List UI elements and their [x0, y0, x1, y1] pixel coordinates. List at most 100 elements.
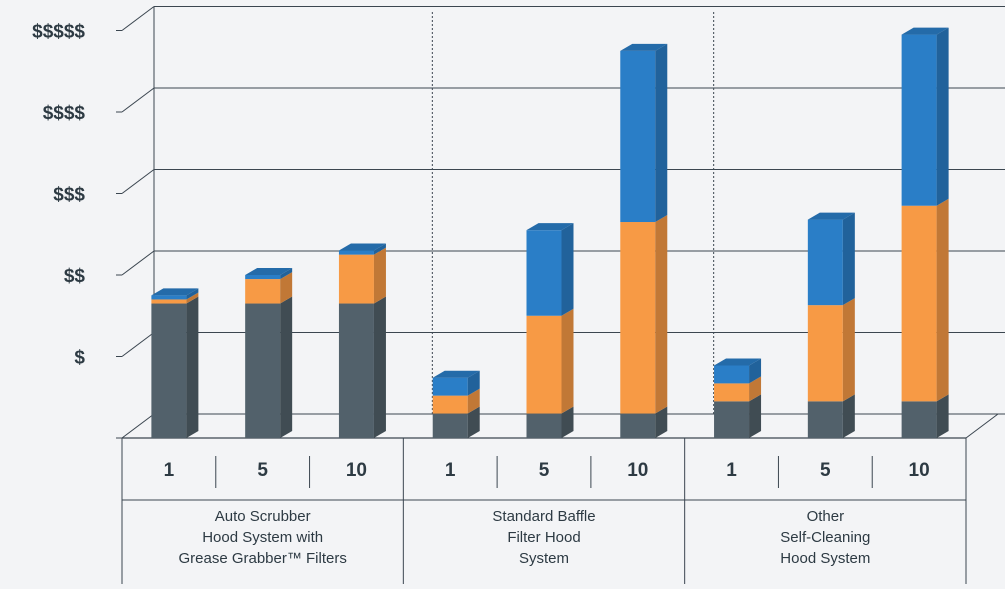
bar-segment-front: [807, 401, 843, 438]
bar-segment-front: [714, 365, 750, 384]
bar-top-cap: [245, 268, 293, 275]
bar-segment-front: [526, 315, 562, 414]
group-label-line: Standard Baffle: [492, 508, 595, 525]
bar-top-cap: [714, 358, 762, 366]
group-label-line: Hood System with: [202, 529, 323, 546]
bar-segment-side: [749, 358, 762, 384]
bar-segment-front: [338, 254, 374, 304]
x-tick-label: 1: [726, 460, 737, 481]
bar-segment-side: [655, 43, 668, 223]
bar-segment-side: [280, 296, 293, 438]
bar-1-10: [338, 243, 386, 438]
bar-segment-side: [280, 272, 293, 304]
floor-right-edge: [965, 413, 999, 439]
bar-segment-front: [901, 205, 937, 402]
x-tick-label: 10: [627, 460, 648, 481]
x-tick-label: 1: [445, 460, 456, 481]
y-tick-label: $$$$: [43, 103, 86, 124]
bar-top-cap: [807, 212, 855, 220]
bar-segment-front: [714, 401, 750, 438]
bar-1-1: [151, 288, 199, 438]
bar-segment-side: [842, 298, 855, 402]
bar-top-cap: [901, 27, 949, 35]
bar-2-1: [432, 370, 480, 438]
bar-segment-front: [338, 303, 374, 438]
bar-segment-front: [338, 250, 374, 255]
bar-segment-side: [467, 370, 480, 396]
group-label-line: System: [519, 550, 569, 567]
bar-segment-side: [561, 308, 574, 414]
bar-segment-front: [901, 401, 937, 438]
bar-segment-side: [655, 406, 668, 438]
gridline-diagonal: [121, 169, 155, 194]
gridline-diagonal: [121, 87, 155, 113]
x-tick-label: 1: [164, 460, 175, 481]
bar-segment-front: [245, 303, 281, 438]
group-label-line: Grease Grabber™ Filters: [178, 550, 346, 567]
bar-segment-side: [373, 243, 386, 255]
x-tick-label: 5: [257, 460, 268, 481]
x-tick-label: 5: [539, 460, 550, 481]
bar-segment-side: [280, 268, 293, 280]
bar-segment-front: [432, 413, 468, 438]
x-tick-label: 10: [909, 460, 930, 481]
bar-2-10: [620, 43, 668, 438]
bar-top-cap: [526, 223, 574, 231]
bar-3-1: [714, 358, 762, 438]
bar-segment-front: [807, 305, 843, 402]
bar-segment-side: [373, 247, 386, 304]
bar-segment-side: [467, 388, 480, 414]
gridline-diagonal: [121, 6, 155, 31]
group-label-line: Other: [807, 508, 845, 525]
bar-segment-side: [561, 223, 574, 316]
y-tick-label: $$: [64, 266, 86, 287]
group-label-line: Auto Scrubber: [215, 508, 311, 525]
bar-segment-front: [620, 50, 656, 223]
y-tick-label: $: [74, 348, 85, 369]
bar-segment-front: [245, 275, 281, 280]
bar-segment-front: [901, 34, 937, 206]
y-tick-label: $$$: [53, 185, 85, 206]
bar-segment-front: [526, 413, 562, 438]
group-label-line: Filter Hood: [507, 529, 580, 546]
bar-segment-side: [749, 394, 762, 438]
bar-segment-front: [245, 279, 281, 304]
bar-segment-front: [526, 230, 562, 316]
bar-segment-front: [151, 303, 187, 438]
bar-2-5: [526, 223, 574, 438]
bar-segment-side: [936, 27, 949, 206]
bar-segment-side: [467, 406, 480, 438]
bar-segment-side: [373, 296, 386, 438]
bar-segment-side: [186, 288, 199, 300]
bar-segment-side: [936, 198, 949, 402]
bar-segment-side: [186, 296, 199, 438]
bar-top-cap: [151, 288, 199, 296]
bar-segment-side: [561, 406, 574, 438]
bar-segment-front: [151, 295, 187, 300]
x-tick-label: 5: [820, 460, 831, 481]
bar-segment-front: [432, 377, 468, 396]
bar-1-5: [245, 268, 293, 438]
gridline-diagonal: [121, 413, 155, 439]
x-tick-label: 10: [346, 460, 367, 481]
bar-segment-side: [186, 292, 199, 304]
y-tick-label: $$$$$: [32, 22, 85, 43]
gridline-diagonal: [121, 250, 155, 276]
bar-layer: [151, 27, 949, 438]
bar-segment-front: [432, 395, 468, 414]
bar-segment-front: [714, 383, 750, 402]
group-label-line: Hood System: [780, 550, 870, 567]
bar-top-cap: [620, 43, 668, 51]
bar-segment-side: [936, 394, 949, 438]
bar-3-5: [807, 212, 855, 438]
bar-segment-front: [620, 222, 656, 414]
bar-segment-side: [749, 376, 762, 402]
bar-top-cap: [432, 370, 480, 378]
group-label-line: Self-Cleaning: [780, 529, 870, 546]
bar-segment-side: [655, 215, 668, 414]
bar-segment-side: [842, 212, 855, 306]
bar-segment-side: [842, 394, 855, 438]
